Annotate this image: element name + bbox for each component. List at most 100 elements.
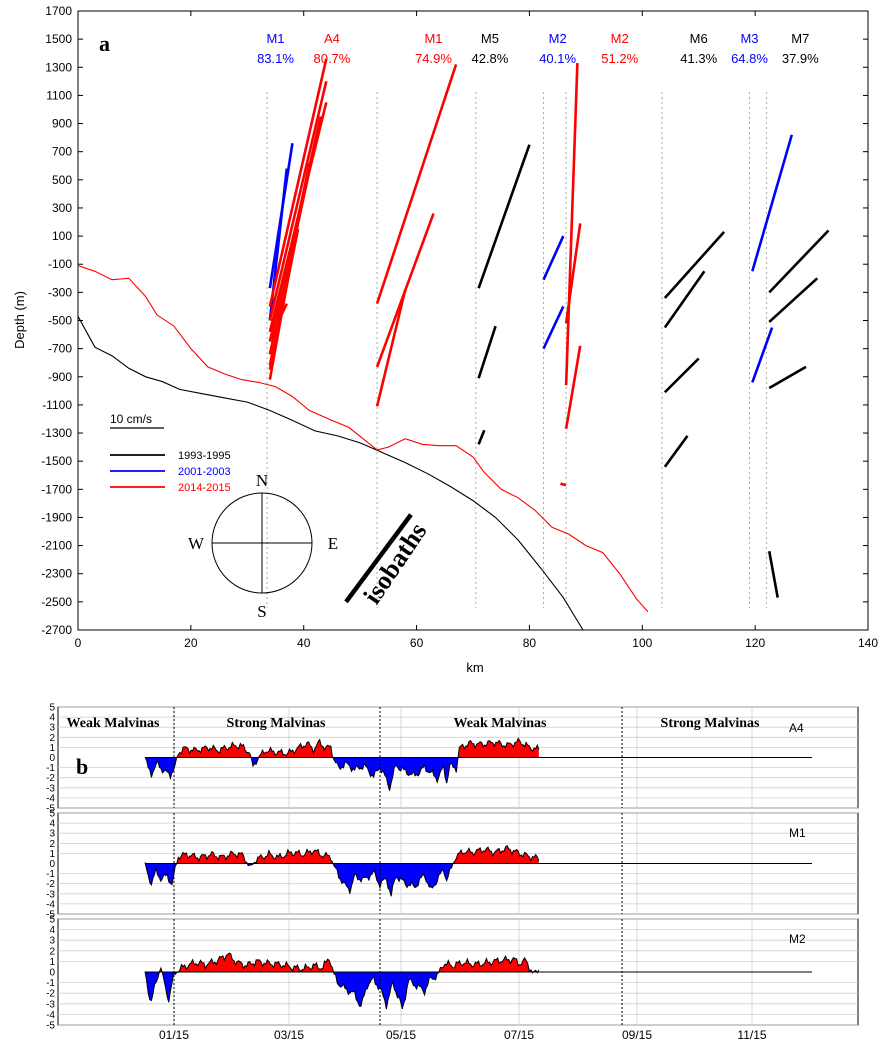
compass: N S W E (188, 471, 338, 621)
negative-area (145, 972, 539, 1010)
x-tick-label: 80 (523, 636, 537, 650)
y-tick-label: 1 (49, 849, 55, 860)
y-tick-label: 300 (52, 201, 72, 215)
y-tick-label: -2300 (41, 567, 72, 581)
current-vector (564, 223, 582, 324)
y-tick-label: 5 (49, 809, 55, 820)
series-label-M1: M1 (789, 826, 806, 840)
y-tick-label: -1300 (41, 426, 72, 440)
mooring-name-M3: M3 (740, 31, 758, 46)
period-label: Strong Malvinas (661, 716, 760, 731)
y-tick-label: 3 (49, 723, 55, 734)
current-vector (767, 550, 779, 598)
current-vector (375, 289, 407, 407)
y-tick-label: -3 (46, 783, 55, 794)
y-tick-label: -500 (48, 314, 72, 328)
period-label: Weak Malvinas (454, 716, 548, 731)
y-tick-label: -4 (46, 1010, 55, 1021)
y-tick-label: 3 (49, 829, 55, 840)
current-vector (268, 228, 300, 370)
y-tick-label: 4 (49, 819, 55, 830)
y-tick-label: 4 (49, 713, 55, 724)
series-outline (144, 737, 540, 791)
positive-area (145, 845, 539, 864)
positive-area (145, 738, 539, 758)
legend: 1993-1995 2001-2003 2014-2015 (110, 450, 231, 494)
y-tick-label: 2 (49, 946, 55, 957)
y-tick-label: 1300 (45, 60, 72, 74)
current-vector (542, 235, 565, 281)
current-vector (751, 327, 774, 383)
mooring-lines (266, 92, 767, 608)
y-tick-label: -4 (46, 899, 55, 910)
mooring-pct: 64.8% (731, 51, 768, 66)
current-vector (560, 482, 567, 487)
y-tick-label: -3 (46, 999, 55, 1010)
panel-a-axes: 0 20 40 60 80 100 120 140 -2700 -2500 -2300 -2100 -1… (41, 4, 878, 650)
mooring-name-M7: M7 (791, 31, 809, 46)
y-tick-label: 500 (52, 173, 72, 187)
mooring-pct: 40.1% (539, 51, 576, 66)
period-label: Weak Malvinas (67, 716, 161, 731)
x-tick-label: 0 (75, 636, 82, 650)
legend-label-2014-2015: 2014-2015 (178, 482, 231, 494)
current-vector (564, 63, 579, 386)
bathymetry-2014-2015 (77, 265, 649, 613)
legend-label-2001-2003: 2001-2003 (178, 466, 231, 478)
x-axis-label: km (466, 660, 483, 675)
x-tick-label: 100 (632, 636, 652, 650)
y-tick-label: -1700 (41, 482, 72, 496)
y-tick-label: -5 (46, 910, 55, 921)
current-vector (268, 58, 328, 307)
current-vector (375, 64, 458, 305)
mooring-pct: 41.3% (680, 51, 717, 66)
y-tick-label: 1 (49, 957, 55, 968)
panel-b: -5-4-3-2-1012345A4-5-4-3-2-1012345M1-5-4… (46, 703, 859, 1032)
x-tick-label: 05/15 (386, 1028, 416, 1042)
panel-b-label: b (76, 754, 88, 779)
series-outline (144, 952, 540, 1010)
mooring-name-M5: M5 (481, 31, 499, 46)
mooring-pct: 42.8% (471, 51, 508, 66)
x-tick-label: 60 (410, 636, 424, 650)
y-tick-label: 0 (49, 753, 55, 764)
bathymetry-lines (77, 265, 649, 631)
current-vector (663, 435, 689, 468)
y-tick-label: 100 (52, 229, 72, 243)
y-tick-label: -4 (46, 793, 55, 804)
y-tick-label: -2 (46, 989, 55, 1000)
legend-label-1993-1995: 1993-1995 (178, 450, 231, 462)
y-tick-label: -5 (46, 1021, 55, 1032)
y-tick-label: -2 (46, 879, 55, 890)
current-vectors (268, 58, 830, 598)
mooring-name-M6: M6 (690, 31, 708, 46)
y-tick-label: -700 (48, 342, 72, 356)
current-vector (268, 303, 288, 341)
mooring-name-M1: M1 (266, 31, 284, 46)
x-tick-label: 40 (297, 636, 311, 650)
scale-bar: 10 cm/s (110, 412, 164, 429)
mooring-pct: 80.7% (313, 51, 350, 66)
series-label-A4: A4 (789, 721, 804, 735)
mooring-name-A4: A4 (324, 31, 340, 46)
negative-area (145, 757, 539, 791)
compass-s-label: S (257, 602, 266, 621)
y-tick-label: -5 (46, 804, 55, 815)
current-vector (663, 231, 726, 299)
y-tick-label: -1 (46, 978, 55, 989)
isobaths-line (344, 513, 413, 604)
negative-area (145, 863, 539, 897)
current-vector (477, 325, 497, 379)
y-tick-label: -1900 (41, 510, 72, 524)
y-tick-label: -2700 (41, 623, 72, 637)
compass-n-label: N (256, 471, 268, 490)
y-tick-label: 5 (49, 703, 55, 714)
compass-w-label: W (188, 534, 205, 553)
mooring-name-M1: M1 (424, 31, 442, 46)
y-tick-label: 1500 (45, 32, 72, 46)
current-vector (477, 429, 486, 445)
